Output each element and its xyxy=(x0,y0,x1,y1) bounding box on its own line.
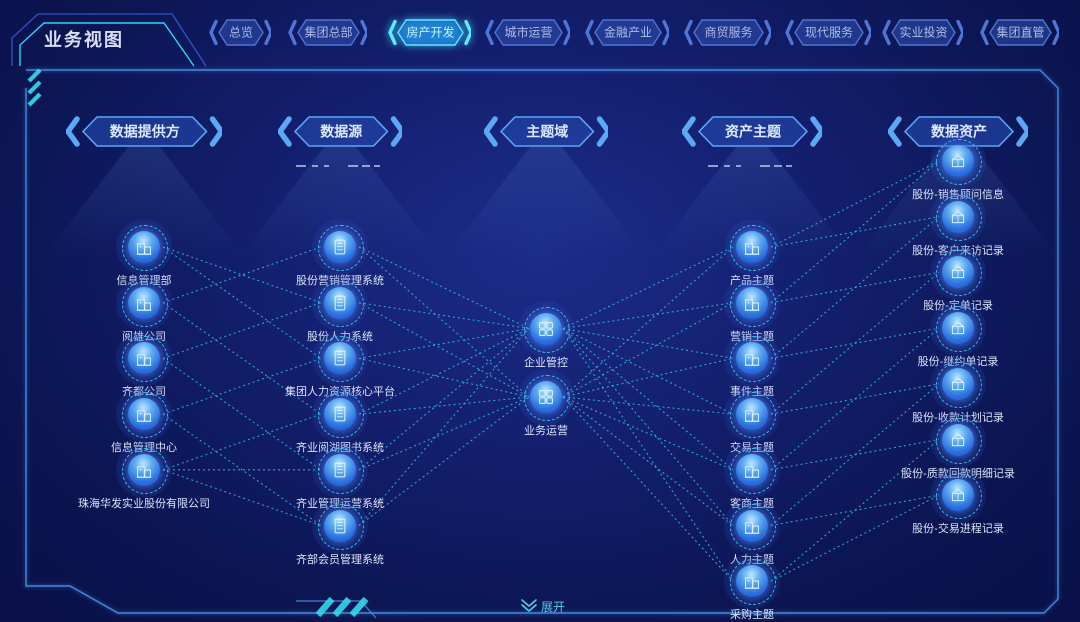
svg-text:集团总部: 集团总部 xyxy=(304,25,352,40)
svg-text:现代服务: 现代服务 xyxy=(805,25,853,40)
svg-text:数据源: 数据源 xyxy=(320,124,362,140)
svg-text:金融产业: 金融产业 xyxy=(604,25,652,40)
svg-text:集团直管: 集团直管 xyxy=(996,25,1044,40)
svg-text:房产开发: 房产开发 xyxy=(406,25,454,40)
svg-text:总览: 总览 xyxy=(229,25,253,40)
svg-text:城市运营: 城市运营 xyxy=(504,25,552,40)
svg-text:主题域: 主题域 xyxy=(526,124,568,140)
svg-text:资产主题: 资产主题 xyxy=(725,124,782,140)
svg-text:商贸服务: 商贸服务 xyxy=(704,25,752,40)
svg-text:实业投资: 实业投资 xyxy=(899,25,947,40)
svg-text:数据提供方: 数据提供方 xyxy=(110,124,180,140)
